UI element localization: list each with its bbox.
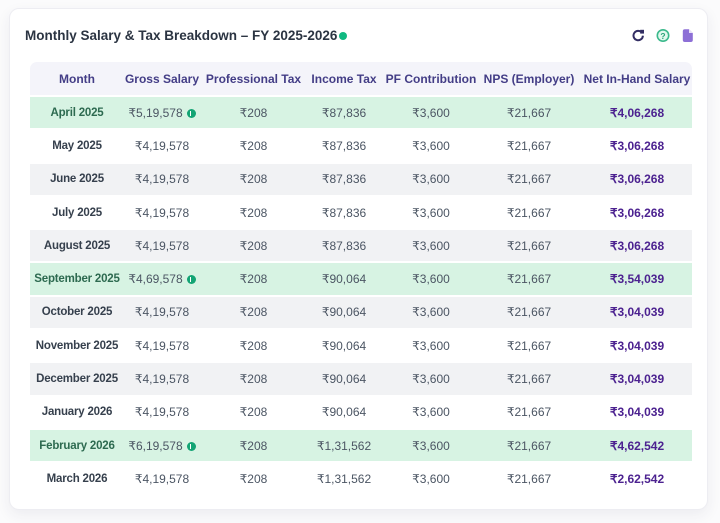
svg-text:?: ? [660,31,665,41]
